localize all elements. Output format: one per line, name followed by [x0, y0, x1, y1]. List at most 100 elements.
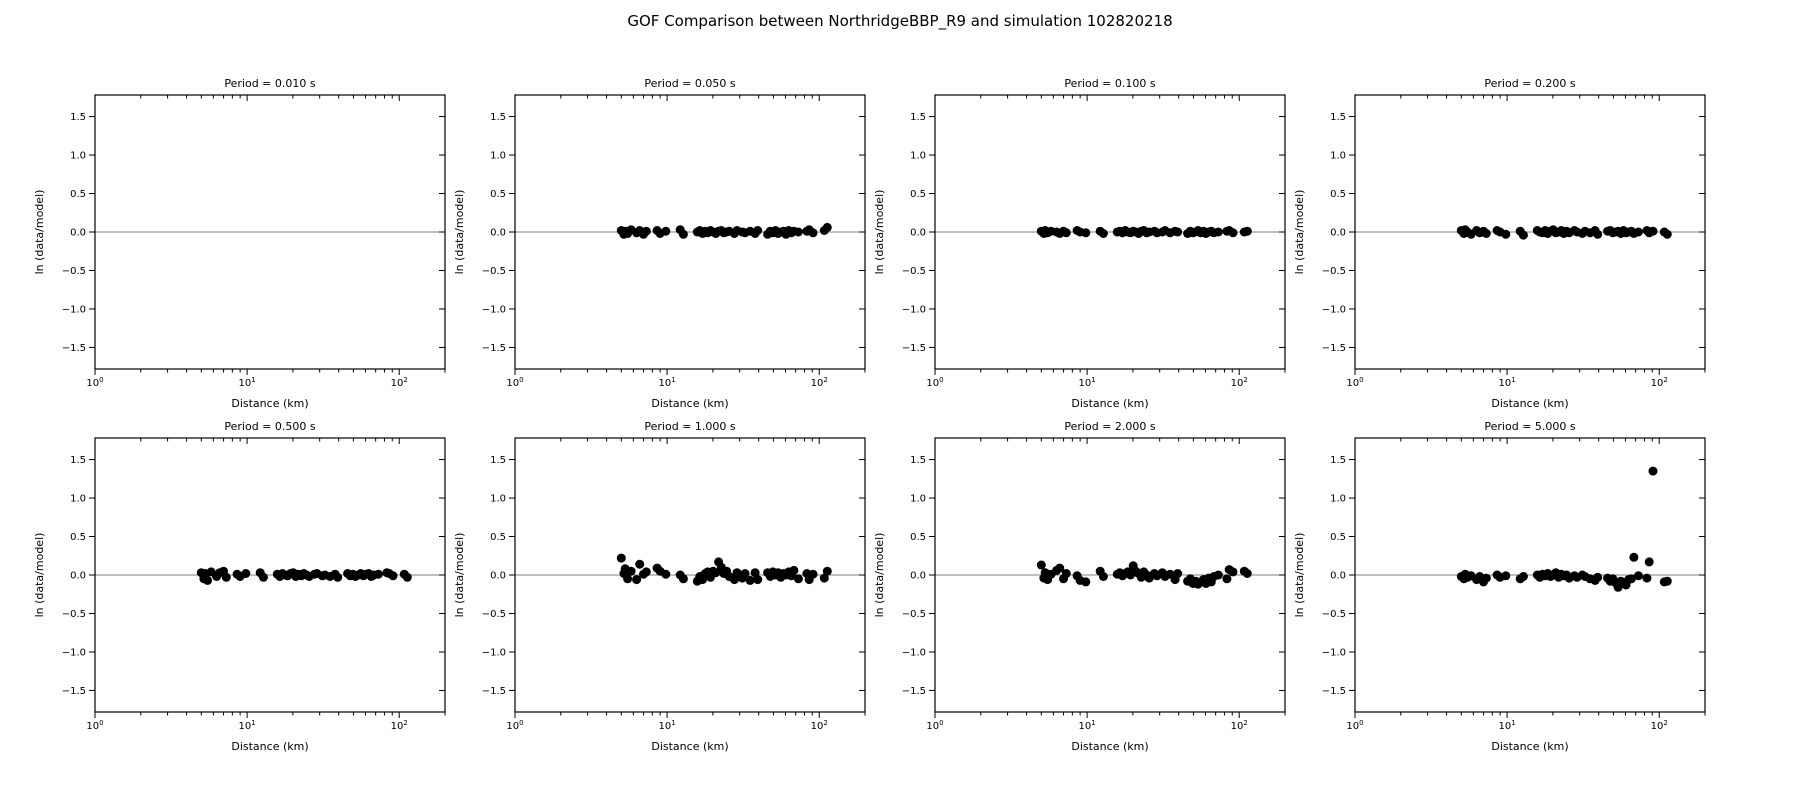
x-tick-label: 101: [659, 719, 676, 732]
x-tick-label: 102: [1651, 376, 1668, 389]
scatter-point: [641, 567, 651, 577]
x-tick-label: 102: [1231, 719, 1248, 732]
y-tick-label: 0.5: [490, 532, 506, 543]
scatter-point: [1481, 573, 1491, 583]
x-axis-label: Distance (km): [651, 397, 728, 410]
y-axis-label: ln (data/model): [873, 533, 886, 618]
scatter-point: [333, 572, 343, 582]
y-tick-label: 0.5: [490, 189, 506, 200]
x-tick-label: 100: [926, 376, 943, 389]
scatter-point: [1662, 576, 1672, 586]
y-tick-label: 0.5: [1330, 532, 1346, 543]
subplot-title: Period = 0.050 s: [644, 77, 735, 90]
scatter-point: [1228, 567, 1238, 577]
y-tick-label: 0.5: [1330, 189, 1346, 200]
y-tick-label: −1.0: [902, 304, 926, 315]
y-tick-label: 0.5: [910, 189, 926, 200]
y-tick-label: −1.5: [1322, 343, 1346, 354]
x-tick-label: 100: [1346, 719, 1363, 732]
scatter-point: [678, 229, 688, 239]
x-tick-label: 100: [1346, 376, 1363, 389]
y-tick-label: −0.5: [62, 266, 86, 277]
scatter-point: [1642, 573, 1652, 583]
x-tick-label: 100: [506, 719, 523, 732]
scatter-point: [1629, 552, 1639, 562]
scatter-point: [753, 575, 763, 585]
y-tick-label: −1.5: [62, 686, 86, 697]
y-tick-label: −1.5: [482, 343, 506, 354]
scatter-point: [1061, 569, 1071, 578]
scatter-point: [1501, 571, 1511, 581]
scatter-point: [661, 226, 671, 236]
scatter-point: [661, 569, 671, 579]
subplot-title: Period = 5.000 s: [1484, 420, 1575, 433]
y-tick-label: −1.0: [1322, 647, 1346, 658]
x-tick-label: 102: [811, 376, 828, 389]
scatter-point: [1644, 557, 1654, 567]
x-axis-label: Distance (km): [231, 397, 308, 410]
y-tick-label: 0.0: [1330, 228, 1346, 239]
y-tick-label: −0.5: [902, 609, 926, 620]
subplot-0.100s: 100 101 102 1.5 1.0 0.5 0.0 −0.5 −1.0 −1.5 Period …: [873, 77, 1286, 410]
y-tick-label: 0.0: [490, 571, 506, 582]
y-tick-label: −1.0: [62, 647, 86, 658]
y-tick-label: −1.5: [62, 343, 86, 354]
subplot-title: Period = 0.200 s: [1484, 77, 1575, 90]
y-tick-label: −0.5: [62, 609, 86, 620]
scatter-point: [1633, 227, 1643, 237]
scatter-point: [1518, 230, 1528, 240]
scatter-point: [1242, 226, 1252, 236]
subplot-0.500s: 100 101 102 1.5 1.0 0.5 0.0 −0.5 −1.0 −1.5 Period …: [33, 420, 446, 753]
y-tick-label: 1.5: [70, 112, 86, 123]
scatter-point: [822, 222, 832, 232]
y-tick-label: 0.5: [910, 532, 926, 543]
y-tick-label: 1.5: [490, 455, 506, 466]
x-tick-label: 102: [1231, 376, 1248, 389]
y-tick-label: 0.0: [70, 228, 86, 239]
scatter-point: [1481, 229, 1491, 238]
x-tick-label: 101: [1079, 719, 1096, 732]
y-tick-label: 0.0: [1330, 571, 1346, 582]
x-tick-label: 101: [659, 376, 676, 389]
x-tick-label: 100: [506, 376, 523, 389]
y-tick-label: −0.5: [1322, 609, 1346, 620]
subplot-0.050s: 100 101 102 1.5 1.0 0.5 0.0 −0.5 −1.0 −1.5 Period …: [453, 77, 866, 410]
y-tick-label: 0.5: [70, 189, 86, 200]
y-tick-label: −0.5: [902, 266, 926, 277]
x-tick-label: 101: [1079, 376, 1096, 389]
scatter-point: [1662, 229, 1672, 239]
y-axis-label: ln (data/model): [1293, 190, 1306, 275]
y-tick-label: 1.0: [490, 151, 506, 162]
y-tick-label: −1.5: [1322, 686, 1346, 697]
scatter-point: [241, 569, 251, 578]
scatter-point: [373, 569, 383, 579]
y-tick-label: 0.0: [910, 228, 926, 239]
y-tick-label: −1.5: [902, 343, 926, 354]
scatter-point: [1593, 229, 1603, 239]
x-tick-label: 101: [1499, 719, 1516, 732]
y-tick-label: −0.5: [1322, 266, 1346, 277]
y-tick-label: 0.5: [70, 532, 86, 543]
subplot-1.000s: 100 101 102 1.5 1.0 0.5 0.0 −0.5 −1.0 −1.5 Period …: [453, 420, 866, 753]
scatter-point: [753, 226, 763, 235]
scatter-point: [1213, 570, 1223, 580]
y-tick-label: −1.5: [902, 686, 926, 697]
scatter-point: [750, 568, 760, 578]
y-tick-label: −1.0: [902, 647, 926, 658]
scatter-point: [808, 228, 818, 238]
scatter-point: [203, 575, 213, 585]
scatter-point: [1228, 228, 1238, 238]
figure-title: GOF Comparison between NorthridgeBBP_R9 …: [627, 12, 1173, 30]
x-tick-label: 102: [1651, 719, 1668, 732]
y-tick-label: 1.0: [1330, 151, 1346, 162]
x-tick-label: 101: [1499, 376, 1516, 389]
subplot-title: Period = 2.000 s: [1064, 420, 1155, 433]
y-axis-label: ln (data/model): [873, 190, 886, 275]
y-tick-label: 0.0: [70, 571, 86, 582]
scatter-point: [635, 559, 645, 569]
scatter-point: [1648, 226, 1658, 236]
x-tick-label: 101: [239, 376, 256, 389]
y-tick-label: −0.5: [482, 609, 506, 620]
scatter-point: [711, 568, 721, 578]
